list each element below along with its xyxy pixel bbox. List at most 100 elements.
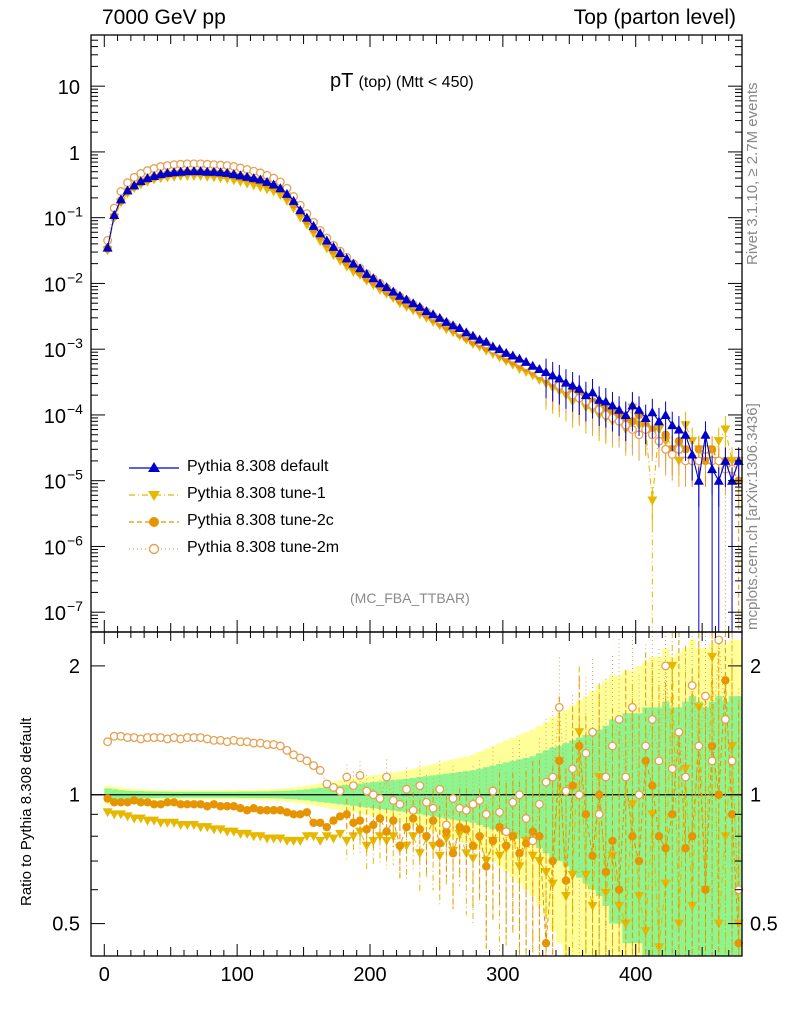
ratio-point [288, 836, 299, 846]
data-point [660, 409, 671, 419]
ratio-point [341, 836, 352, 846]
ratio-y-tick-label: 1 [69, 785, 80, 807]
ratio-point [608, 741, 617, 751]
ratio-point [620, 919, 631, 929]
data-point [208, 166, 219, 176]
data-point [607, 400, 618, 410]
data-point [368, 273, 379, 283]
data-point [341, 253, 352, 263]
data-point [109, 209, 120, 219]
ratio-point [588, 851, 597, 861]
ratio-point [654, 756, 664, 766]
ratio-point [521, 814, 531, 823]
ratio-point [428, 803, 438, 813]
y-tick-label: 10 [44, 603, 66, 625]
data-point [713, 475, 724, 485]
ratio-point [634, 856, 644, 866]
ratio-point [634, 790, 644, 800]
ratio-point [541, 938, 551, 948]
y-tick-label: 10 [44, 406, 66, 428]
ratio-point [295, 836, 306, 846]
ratio-point [302, 756, 312, 766]
ratio-point [229, 802, 239, 811]
ratio-point [183, 800, 192, 809]
legend-marker-circle-filled-icon [129, 517, 179, 527]
ratio-point [561, 876, 571, 885]
ratio-point [508, 797, 518, 807]
ratio-point [667, 661, 678, 671]
data-point [647, 496, 658, 506]
series-line [107, 175, 739, 501]
data-point [647, 407, 658, 417]
ratio-point [149, 800, 159, 809]
plot-title-main: pT [330, 70, 353, 92]
ratio-point [109, 810, 120, 820]
band-green-bin [728, 696, 736, 956]
band-green-bin [416, 777, 424, 815]
data-point [414, 301, 425, 311]
ratio-point [395, 841, 405, 850]
data-point [408, 298, 419, 308]
ratio-point [309, 761, 318, 771]
ratio-point [195, 823, 206, 833]
data-point [228, 169, 239, 179]
data-point [381, 282, 392, 292]
data-point [661, 444, 671, 454]
ratio-point [594, 790, 604, 799]
ratio-point [641, 741, 651, 751]
band-green-bin [675, 707, 683, 956]
ratio-point [362, 825, 371, 834]
ratio-point [162, 818, 173, 828]
y-tick-exponent: −7 [67, 598, 83, 614]
ratio-point [382, 772, 392, 782]
ratio-point [322, 822, 332, 832]
ratio-point [541, 867, 552, 877]
data-point [614, 404, 625, 414]
series-line [107, 170, 740, 483]
data-point [135, 176, 146, 186]
ratio-point [653, 943, 664, 953]
ratio-point [687, 681, 697, 690]
ratio-point [402, 822, 411, 832]
data-point [521, 356, 532, 366]
ratio-point [514, 862, 525, 872]
data-point [361, 268, 372, 278]
ratio-point [714, 790, 723, 799]
x-tick-label: 300 [486, 964, 519, 986]
ratio-point [123, 798, 132, 807]
ratio-point [189, 800, 199, 809]
ratio-point [176, 800, 185, 809]
y-tick-exponent: −2 [67, 269, 83, 285]
series-line [107, 171, 740, 481]
y-tick-label: 10 [44, 472, 66, 494]
ratio-point [329, 782, 338, 792]
ratio-point [222, 802, 232, 811]
ratio-point [401, 841, 412, 851]
ratio-point [534, 857, 545, 867]
data-point [713, 437, 724, 447]
ratio-point [687, 901, 698, 911]
ratio-point [515, 790, 524, 800]
data-point [295, 213, 306, 223]
ratio-point [242, 829, 253, 839]
ratio-point [414, 849, 425, 859]
data-point [394, 290, 405, 300]
plot-title: pT (top) (Mtt < 450) [330, 70, 474, 93]
ratio-y-tick-label-right: 0.5 [750, 914, 778, 936]
data-point [115, 194, 126, 204]
ratio-point [614, 901, 625, 911]
ratio-point [681, 844, 690, 853]
ratio-point [575, 741, 584, 751]
data-point [235, 170, 246, 180]
ratio-point [329, 816, 338, 825]
data-point [720, 425, 731, 435]
ratio-point [208, 825, 219, 835]
band-green-bin [403, 778, 411, 813]
ratio-point [402, 784, 411, 794]
ratio-point [302, 808, 312, 817]
ratio-point [388, 832, 399, 842]
ratio-point [196, 800, 205, 809]
ratio-point [495, 822, 504, 832]
ratio-point [129, 814, 140, 824]
